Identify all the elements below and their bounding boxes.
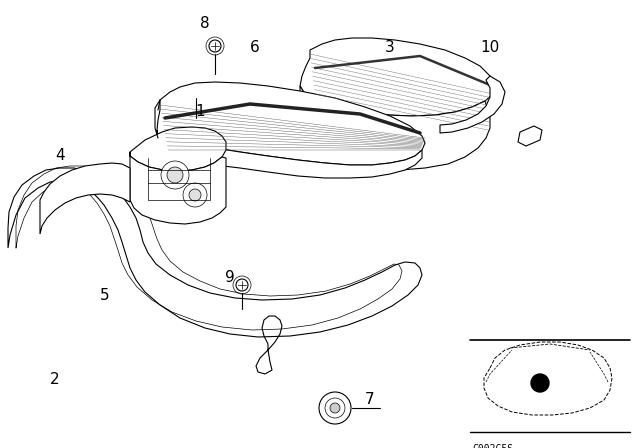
Text: 6: 6 bbox=[250, 40, 260, 56]
Circle shape bbox=[167, 167, 183, 183]
Text: 7: 7 bbox=[365, 392, 375, 408]
Circle shape bbox=[319, 392, 351, 424]
Text: 9: 9 bbox=[225, 271, 235, 285]
Circle shape bbox=[209, 40, 221, 52]
Polygon shape bbox=[8, 168, 422, 337]
Text: 2: 2 bbox=[50, 372, 60, 388]
Polygon shape bbox=[440, 76, 505, 133]
Text: 1: 1 bbox=[195, 104, 205, 120]
Text: 10: 10 bbox=[481, 40, 500, 56]
Polygon shape bbox=[300, 86, 490, 170]
Circle shape bbox=[183, 183, 207, 207]
Text: 4: 4 bbox=[55, 147, 65, 163]
Text: C002C5S: C002C5S bbox=[472, 444, 513, 448]
Polygon shape bbox=[157, 130, 422, 178]
Polygon shape bbox=[484, 342, 612, 415]
Text: 8: 8 bbox=[200, 17, 210, 31]
Text: 5: 5 bbox=[100, 288, 110, 302]
Circle shape bbox=[330, 403, 340, 413]
Polygon shape bbox=[130, 152, 226, 224]
Polygon shape bbox=[518, 126, 542, 146]
Circle shape bbox=[236, 279, 248, 291]
Polygon shape bbox=[40, 163, 130, 234]
Polygon shape bbox=[300, 38, 495, 116]
Polygon shape bbox=[130, 127, 226, 171]
Circle shape bbox=[325, 398, 345, 418]
Text: 3: 3 bbox=[385, 40, 395, 56]
Circle shape bbox=[189, 189, 201, 201]
Circle shape bbox=[531, 374, 549, 392]
Polygon shape bbox=[157, 82, 425, 165]
Circle shape bbox=[161, 161, 189, 189]
